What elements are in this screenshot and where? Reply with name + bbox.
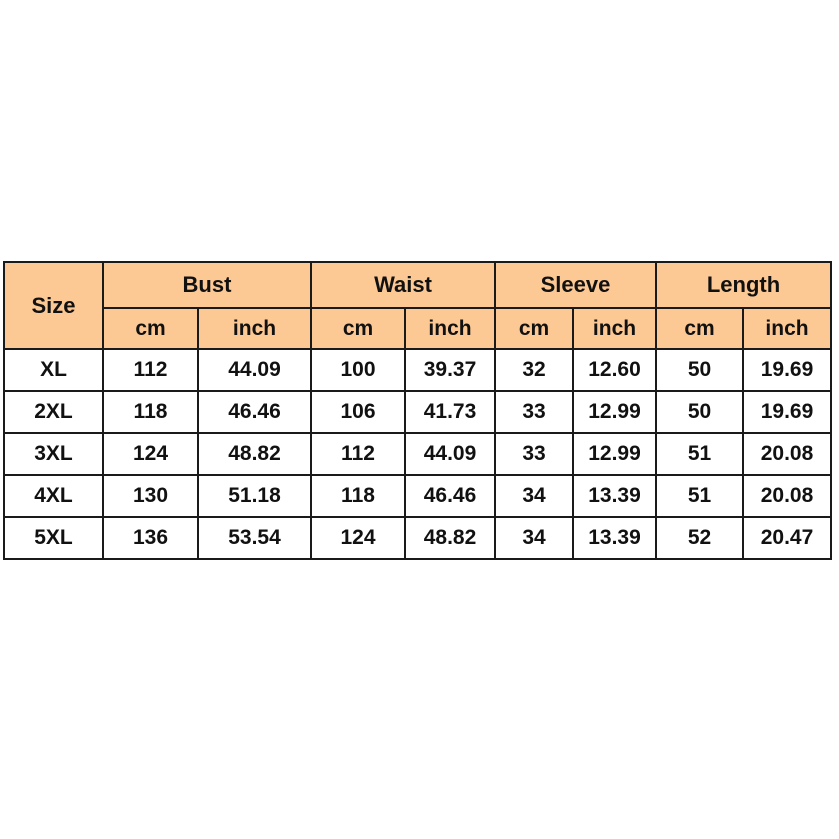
- unit-header-sleeve-cm: cm: [494, 307, 574, 350]
- value-cell-sleeve-inch: 13.39: [572, 516, 657, 560]
- size-cell: 4XL: [3, 474, 104, 518]
- value-cell-length-cm: 52: [655, 516, 744, 560]
- value-cell-bust-inch: 53.54: [197, 516, 312, 560]
- value-cell-sleeve-inch: 12.60: [572, 348, 657, 392]
- table-row: 5XL 136 53.54 124 48.82 34 13.39 52 20.4…: [3, 516, 832, 560]
- table-row: XL 112 44.09 100 39.37 32 12.60 50 19.69: [3, 348, 832, 392]
- table-row: 2XL 118 46.46 106 41.73 33 12.99 50 19.6…: [3, 390, 832, 434]
- value-cell-sleeve-cm: 34: [494, 474, 574, 518]
- value-cell-waist-cm: 118: [310, 474, 406, 518]
- value-cell-waist-cm: 106: [310, 390, 406, 434]
- group-header-row: Size Bust Waist Sleeve Length: [3, 261, 832, 350]
- value-cell-bust-cm: 130: [102, 474, 199, 518]
- value-cell-length-inch: 20.08: [742, 432, 832, 476]
- unit-header-bust-cm: cm: [102, 307, 199, 350]
- size-cell: 3XL: [3, 432, 104, 476]
- value-cell-length-cm: 51: [655, 474, 744, 518]
- value-cell-sleeve-inch: 12.99: [572, 390, 657, 434]
- value-cell-length-inch: 20.08: [742, 474, 832, 518]
- value-cell-bust-cm: 112: [102, 348, 199, 392]
- size-cell: 2XL: [3, 390, 104, 434]
- value-cell-bust-cm: 118: [102, 390, 199, 434]
- value-cell-length-inch: 19.69: [742, 390, 832, 434]
- group-header-waist: Waist: [310, 261, 496, 309]
- unit-header-waist-inch: inch: [404, 307, 496, 350]
- value-cell-sleeve-cm: 33: [494, 432, 574, 476]
- value-cell-waist-cm: 100: [310, 348, 406, 392]
- unit-header-length-inch: inch: [742, 307, 832, 350]
- value-cell-waist-inch: 41.73: [404, 390, 496, 434]
- size-chart-table: Size Bust Waist Sleeve Length cm inch cm…: [3, 261, 832, 560]
- group-header-sleeve: Sleeve: [494, 261, 657, 309]
- value-cell-waist-inch: 39.37: [404, 348, 496, 392]
- value-cell-bust-inch: 48.82: [197, 432, 312, 476]
- table-row: 4XL 130 51.18 118 46.46 34 13.39 51 20.0…: [3, 474, 832, 518]
- unit-header-sleeve-inch: inch: [572, 307, 657, 350]
- value-cell-sleeve-cm: 32: [494, 348, 574, 392]
- value-cell-bust-cm: 124: [102, 432, 199, 476]
- size-column-header: Size: [3, 261, 104, 350]
- value-cell-sleeve-inch: 12.99: [572, 432, 657, 476]
- size-cell: 5XL: [3, 516, 104, 560]
- value-cell-length-cm: 50: [655, 348, 744, 392]
- size-cell: XL: [3, 348, 104, 392]
- group-header-bust: Bust: [102, 261, 312, 309]
- table-row: 3XL 124 48.82 112 44.09 33 12.99 51 20.0…: [3, 432, 832, 476]
- unit-header-bust-inch: inch: [197, 307, 312, 350]
- value-cell-bust-inch: 46.46: [197, 390, 312, 434]
- value-cell-waist-cm: 112: [310, 432, 406, 476]
- value-cell-waist-cm: 124: [310, 516, 406, 560]
- value-cell-sleeve-inch: 13.39: [572, 474, 657, 518]
- value-cell-waist-inch: 48.82: [404, 516, 496, 560]
- value-cell-length-inch: 19.69: [742, 348, 832, 392]
- value-cell-sleeve-cm: 34: [494, 516, 574, 560]
- value-cell-length-inch: 20.47: [742, 516, 832, 560]
- unit-header-waist-cm: cm: [310, 307, 406, 350]
- value-cell-waist-inch: 44.09: [404, 432, 496, 476]
- value-cell-bust-inch: 51.18: [197, 474, 312, 518]
- value-cell-waist-inch: 46.46: [404, 474, 496, 518]
- value-cell-bust-cm: 136: [102, 516, 199, 560]
- group-header-length: Length: [655, 261, 832, 309]
- unit-header-row: cm inch cm inch cm inch cm inch: [4, 307, 832, 350]
- value-cell-bust-inch: 44.09: [197, 348, 312, 392]
- value-cell-length-cm: 51: [655, 432, 744, 476]
- unit-header-length-cm: cm: [655, 307, 744, 350]
- value-cell-sleeve-cm: 33: [494, 390, 574, 434]
- value-cell-length-cm: 50: [655, 390, 744, 434]
